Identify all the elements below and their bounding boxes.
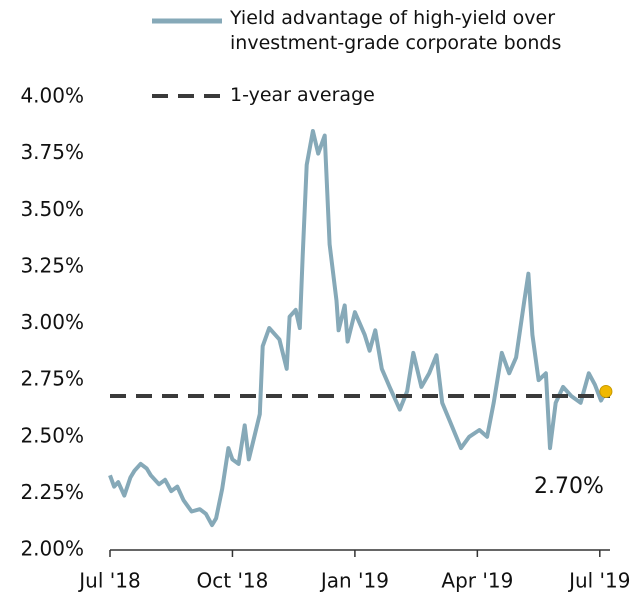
line [108,129,608,528]
y-tick-label: 3.50% [20,197,84,221]
x-tick-label: Jul '18 [77,569,140,593]
y-tick-label: 3.25% [20,253,84,277]
y-tick-label: 2.00% [20,537,84,561]
annotation: 2.70% [534,474,604,499]
y-tick-label: 3.75% [20,140,84,164]
y-tick-label: 2.75% [20,367,84,391]
endpoint [599,384,613,398]
y-tick-label: 2.50% [20,423,84,447]
x-tick-label: Jul '19 [567,569,630,593]
legend-label: Yield advantage of high-yield over inves… [230,7,562,54]
legend-label: 1-year average [230,84,375,106]
y-tick-label: 2.25% [20,480,84,504]
y-tick-label: 3.00% [20,310,84,334]
x-tick-label: Apr '19 [441,569,513,593]
x-tick-label: Oct '18 [197,569,269,593]
x-tick-label: Jan '19 [319,569,389,593]
y-tick-label: 4.00% [20,84,84,108]
